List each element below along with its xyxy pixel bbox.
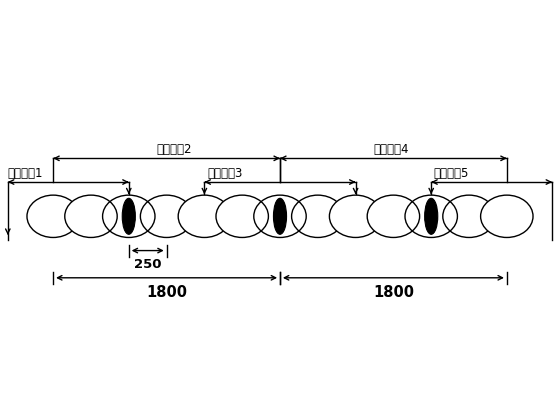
Text: 施工顺序2: 施工顺序2 [156,143,192,156]
Ellipse shape [178,195,231,237]
Text: 1800: 1800 [146,285,187,300]
Ellipse shape [65,195,117,237]
Text: 施工顺序4: 施工顺序4 [374,143,409,156]
Text: 施工顺序5: 施工顺序5 [434,167,469,180]
Ellipse shape [292,195,344,237]
Text: 施工顺序3: 施工顺序3 [207,167,242,180]
Ellipse shape [367,195,419,237]
Ellipse shape [122,198,136,234]
Text: 250: 250 [134,258,161,271]
Ellipse shape [443,195,495,237]
Text: 1800: 1800 [373,285,414,300]
Ellipse shape [424,198,438,234]
Ellipse shape [480,195,533,237]
Ellipse shape [27,195,80,237]
Ellipse shape [273,198,287,234]
Ellipse shape [141,195,193,237]
Ellipse shape [329,195,382,237]
Text: 施工顺序1: 施工顺序1 [8,167,43,180]
Ellipse shape [216,195,268,237]
